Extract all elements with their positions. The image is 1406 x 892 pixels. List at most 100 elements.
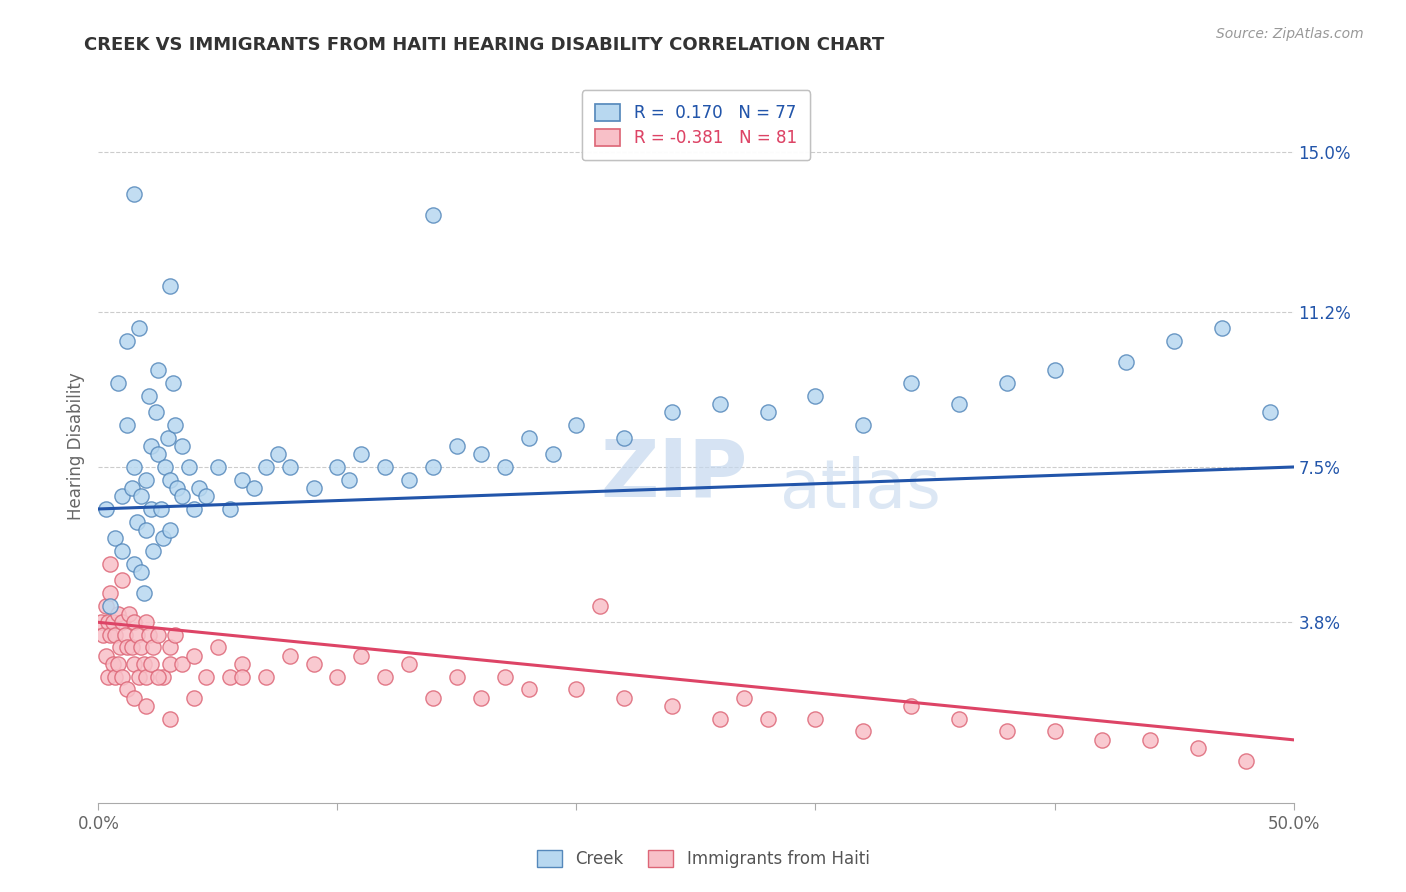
Point [148, 670, 170, 684]
Point [398, 657, 420, 672]
Point [156, 431, 179, 445]
Point [183, 502, 205, 516]
Point [91, 628, 114, 642]
Y-axis label: Hearing Disability: Hearing Disability [66, 372, 84, 520]
Point [1043, 724, 1066, 739]
Point [149, 502, 172, 516]
Point [446, 670, 468, 684]
Point [219, 670, 242, 684]
Point [90, 615, 112, 630]
Point [101, 657, 124, 672]
Point [852, 724, 875, 739]
Point [115, 417, 138, 432]
Point [125, 628, 148, 642]
Point [104, 628, 127, 642]
Point [541, 447, 564, 461]
Point [97, 670, 120, 684]
Point [1043, 363, 1066, 377]
Point [661, 699, 683, 714]
Point [350, 648, 373, 663]
Point [135, 670, 157, 684]
Point [145, 405, 167, 419]
Point [219, 502, 242, 516]
Point [995, 724, 1018, 739]
Point [111, 544, 134, 558]
Point [470, 447, 492, 461]
Point [131, 640, 153, 655]
Point [139, 439, 162, 453]
Point [422, 460, 444, 475]
Point [118, 607, 141, 621]
Point [163, 417, 186, 432]
Point [565, 682, 588, 697]
Point [1139, 732, 1161, 747]
Point [115, 334, 138, 348]
Point [107, 657, 129, 672]
Point [231, 473, 253, 487]
Point [94, 502, 117, 516]
Point [152, 670, 174, 684]
Point [207, 640, 229, 655]
Point [131, 489, 153, 503]
Point [148, 447, 170, 461]
Point [94, 599, 117, 613]
Point [302, 657, 325, 672]
Point [302, 481, 325, 495]
Point [613, 431, 636, 445]
Point [187, 481, 209, 495]
Point [138, 389, 160, 403]
Point [517, 431, 540, 445]
Point [159, 473, 181, 487]
Point [589, 599, 612, 613]
Point [172, 489, 194, 503]
Point [852, 417, 875, 432]
Point [166, 481, 188, 495]
Point [114, 628, 136, 642]
Point [494, 670, 516, 684]
Point [948, 397, 970, 411]
Point [111, 574, 134, 588]
Point [207, 460, 229, 475]
Point [422, 208, 444, 222]
Point [948, 712, 970, 726]
Point [709, 397, 731, 411]
Point [278, 460, 301, 475]
Point [128, 670, 150, 684]
Point [94, 648, 117, 663]
Point [267, 447, 290, 461]
Point [138, 628, 160, 642]
Point [470, 690, 492, 705]
Point [1091, 732, 1114, 747]
Point [148, 363, 170, 377]
Point [1163, 334, 1185, 348]
Point [398, 473, 420, 487]
Point [1258, 405, 1281, 419]
Point [101, 615, 124, 630]
Point [135, 615, 157, 630]
Legend: R =  0.170   N = 77, R = -0.381   N = 81: R = 0.170 N = 77, R = -0.381 N = 81 [582, 90, 810, 160]
Point [98, 599, 122, 613]
Point [374, 670, 396, 684]
Point [326, 460, 349, 475]
Point [159, 712, 181, 726]
Text: CREEK VS IMMIGRANTS FROM HAITI HEARING DISABILITY CORRELATION CHART: CREEK VS IMMIGRANTS FROM HAITI HEARING D… [84, 36, 884, 54]
Point [111, 670, 134, 684]
Point [254, 670, 277, 684]
Text: ZIP: ZIP [600, 435, 748, 514]
Point [422, 690, 444, 705]
Point [995, 376, 1018, 390]
Point [104, 670, 127, 684]
Point [98, 586, 122, 600]
Point [124, 460, 146, 475]
Text: Source: ZipAtlas.com: Source: ZipAtlas.com [1216, 27, 1364, 41]
Point [108, 640, 131, 655]
Point [661, 405, 683, 419]
Point [128, 321, 150, 335]
Point [231, 670, 253, 684]
Point [139, 657, 162, 672]
Point [804, 712, 827, 726]
Point [115, 640, 138, 655]
Point [159, 279, 181, 293]
Point [124, 657, 146, 672]
Point [900, 699, 922, 714]
